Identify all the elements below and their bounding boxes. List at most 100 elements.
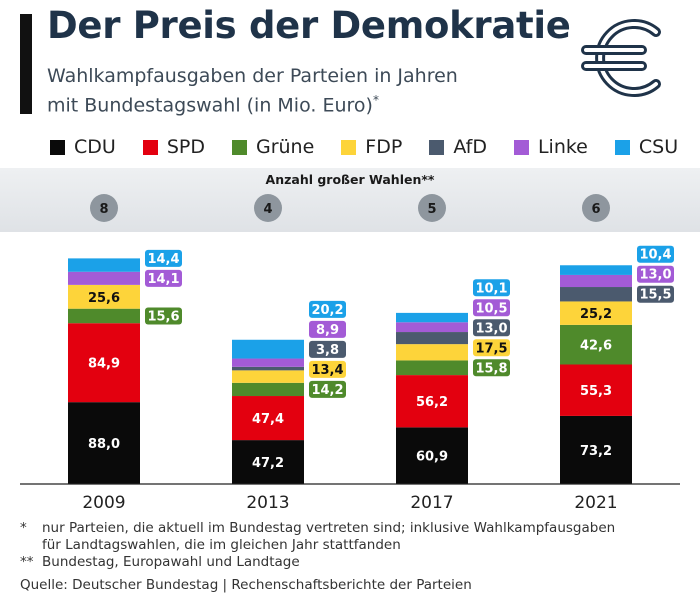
callout-label-2009-csu: 14,4	[147, 252, 179, 267]
legend-swatch-cdu	[50, 139, 65, 155]
bar-2021-linke	[560, 274, 632, 288]
callout-label-2017-fdp: 17,5	[475, 341, 507, 356]
value-label-2013-spd: 47,4	[252, 412, 284, 427]
callout-box-2017-fdp	[473, 339, 510, 357]
legend-label-fdp: FDP	[365, 136, 403, 158]
legend-label-linke: Linke	[537, 136, 588, 158]
legend-swatch-spd	[142, 139, 158, 155]
source-note: Quelle: Deutscher Bundestag | Rechenscha…	[20, 577, 472, 593]
election-badge-2009	[90, 194, 118, 222]
page-title: Der Preis der Demokratie	[47, 4, 571, 47]
value-label-2009-fdp: 25,6	[88, 291, 120, 306]
callout-label-2021-linke: 13,0	[639, 268, 671, 283]
callout-label-2021-afd: 15,5	[639, 288, 671, 303]
callout-box-2021-afd	[637, 285, 674, 303]
value-label-2017-cdu: 60,9	[416, 450, 448, 465]
callout-label-2013-fdp: 13,4	[311, 363, 343, 378]
legend-swatch-linke	[513, 139, 529, 155]
callout-label-2013-afd: 3,8	[316, 343, 339, 358]
x-tick-2021: 2021	[574, 493, 617, 513]
bar-2009-linke	[68, 271, 140, 285]
bar-2021-afd	[560, 287, 632, 302]
callout-box-2013-afd	[309, 340, 346, 358]
callout-label-2021-csu: 10,4	[639, 248, 671, 263]
value-label-2013-cdu: 47,2	[252, 456, 284, 471]
legend-item-csu: CSU	[614, 136, 679, 158]
value-label-2009-spd: 84,9	[88, 357, 120, 372]
callout-label-2017-linke: 10,5	[475, 301, 507, 316]
election-count-2017: 5	[427, 202, 436, 217]
legend-swatch-csu	[614, 139, 630, 155]
legend-item-spd: SPD	[142, 136, 205, 158]
callout-label-2017-afd: 13,0	[475, 321, 507, 336]
euro-icon	[581, 19, 661, 97]
bar-2021-csu	[560, 265, 632, 275]
title-accent-bar	[20, 14, 32, 114]
subtitle-line-1: Wahlkampfausgaben der Parteien in Jahren	[47, 65, 458, 87]
footnote-1: * nur Parteien, die aktuell im Bundestag…	[20, 520, 680, 537]
subtitle-line-2: mit Bundestagswahl (in Mio. Euro)	[47, 94, 373, 117]
footnote-1-line-2: für Landtagswahlen, die im gleichen Jahr…	[42, 537, 401, 553]
legend-swatch-afd	[429, 139, 445, 155]
legend-swatch-fdp	[341, 139, 357, 155]
legend-label-spd: SPD	[166, 136, 205, 158]
value-labels: 88,0 84,9 25,6 15,6 14,1 14,4 47,2 47,4 14,2 13,4…	[88, 245, 674, 471]
callout-box-2021-csu	[637, 245, 674, 263]
bar-2013-afd	[232, 366, 304, 371]
bar-2013-csu	[232, 339, 304, 359]
bar-2017-cdu	[396, 427, 468, 484]
legend-label-csu: CSU	[638, 136, 679, 158]
value-label-2021-fdp: 25,2	[580, 307, 612, 322]
bar-2017-linke	[396, 322, 468, 333]
bar-2009-cdu	[68, 402, 140, 484]
bar-2009-fdp	[68, 284, 140, 309]
callout-box-2017-afd	[473, 319, 510, 337]
callout-box-2017-gruene	[473, 359, 510, 377]
legend-item-afd: AfD	[429, 136, 487, 158]
bar-2013-gruene	[232, 382, 304, 397]
callout-box-2009-gruene	[145, 307, 182, 325]
value-label-2021-spd: 55,3	[580, 384, 612, 399]
bar-chart: Anzahl großer Wahlen** 8 4 5 6 88,0 84,9 25,6…	[20, 172, 680, 513]
bar-2021-spd	[560, 364, 632, 416]
bar-2009-gruene	[68, 308, 140, 324]
value-label-2021-gruene: 42,6	[580, 339, 612, 354]
legend-swatch-gruene	[231, 139, 247, 155]
bar-2013-fdp	[232, 370, 304, 383]
footnote-2-mark: **	[20, 554, 34, 570]
callout-label-2013-csu: 20,2	[311, 303, 343, 318]
x-tick-2017: 2017	[410, 493, 453, 513]
election-count-2013: 4	[263, 202, 272, 217]
callout-label-2017-csu: 10,1	[475, 281, 507, 296]
bar-2013-spd	[232, 396, 304, 441]
footnote-2: ** Bundestag, Europawahl und Landtage	[20, 554, 680, 571]
legend-item-fdp: FDP	[341, 136, 402, 158]
legend: CDU SPD Grüne FDP AfD Linke CSU	[50, 134, 690, 160]
x-axis-ticks: 2009 2013 2017 2021	[82, 493, 617, 513]
elections-label: Anzahl großer Wahlen**	[266, 172, 435, 187]
header: Der Preis der Demokratie Wahlkampfausgab…	[0, 0, 700, 130]
value-label-2009-cdu: 88,0	[88, 437, 120, 452]
bar-2017-csu	[396, 312, 468, 323]
legend-label-gruene: Grüne	[255, 136, 315, 158]
subtitle-footnote-mark: *	[372, 93, 379, 107]
callout-box-2009-csu	[145, 249, 182, 267]
callout-box-2009-linke	[145, 269, 182, 287]
x-tick-2009: 2009	[82, 493, 125, 513]
election-count-2021: 6	[591, 202, 600, 217]
bar-2017-fdp	[396, 344, 468, 361]
callout-box-2013-csu	[309, 300, 346, 318]
callout-box-2013-gruene	[309, 380, 346, 398]
callout-box-2013-fdp	[309, 360, 346, 378]
bar-2013-cdu	[232, 440, 304, 484]
bar-2017-spd	[396, 375, 468, 428]
election-badge-2021	[582, 194, 610, 222]
callout-box-2017-csu	[473, 279, 510, 297]
x-tick-2013: 2013	[246, 493, 289, 513]
election-badges: 8 4 5 6	[90, 194, 610, 222]
callout-box-2021-linke	[637, 265, 674, 283]
callout-label-2009-gruene: 15,6	[147, 309, 179, 324]
callout-label-2009-linke: 14,1	[147, 272, 179, 287]
bar-2017-afd	[396, 332, 468, 345]
legend-item-cdu: CDU	[50, 136, 116, 158]
